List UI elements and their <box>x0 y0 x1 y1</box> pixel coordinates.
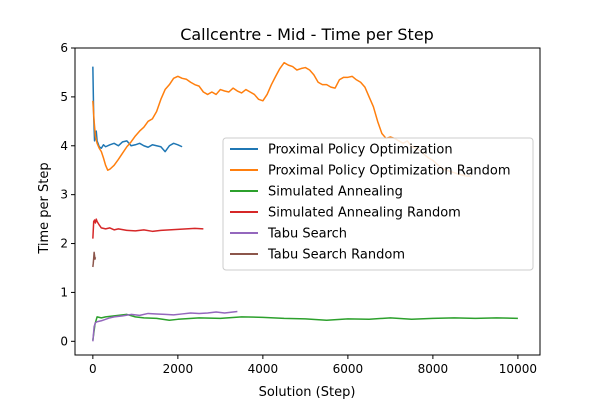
y-tick-label-2: 2 <box>60 237 68 251</box>
legend-label-2: Simulated Annealing <box>268 185 403 200</box>
series-line-3 <box>92 218 204 239</box>
y-tick-label-3: 3 <box>60 188 68 202</box>
series-line-4 <box>92 310 238 342</box>
y-tick-label-6: 6 <box>60 41 68 55</box>
plot-area: 0 2000 4000 6000 8000 10000 0 1 2 3 4 5 6 <box>60 41 541 376</box>
y-axis-label: Time per Step <box>37 162 52 254</box>
x-tick-label-5: 10000 <box>499 362 537 376</box>
legend-label-5: Tabu Search Random <box>267 248 405 263</box>
x-axis-label: Solution (Step) <box>259 385 356 400</box>
axes-frame <box>74 47 541 356</box>
series-line-0 <box>92 66 183 153</box>
legend-label-3: Simulated Annealing Random <box>268 206 461 221</box>
series-line-2 <box>92 313 518 341</box>
chart-title: Callcentre - Mid - Time per Step <box>180 25 434 44</box>
y-tick-label-1: 1 <box>60 285 68 299</box>
legend-box <box>222 137 534 271</box>
legend: Proximal Policy Optimization Proximal Pol… <box>222 137 534 271</box>
x-tick-label-3: 6000 <box>333 362 364 376</box>
x-tick-label-1: 2000 <box>163 362 194 376</box>
legend-label-1: Proximal Policy Optimization Random <box>268 164 511 179</box>
legend-label-0: Proximal Policy Optimization <box>268 143 453 158</box>
x-tick-label-2: 4000 <box>248 362 279 376</box>
y-tick-label-5: 5 <box>60 90 68 104</box>
series-line-5 <box>92 251 97 268</box>
y-tick-label-4: 4 <box>60 139 68 153</box>
x-tick-label-4: 8000 <box>418 362 449 376</box>
legend-label-4: Tabu Search <box>267 227 347 242</box>
x-tick-label-0: 0 <box>89 362 97 376</box>
y-tick-label-0: 0 <box>60 334 68 348</box>
